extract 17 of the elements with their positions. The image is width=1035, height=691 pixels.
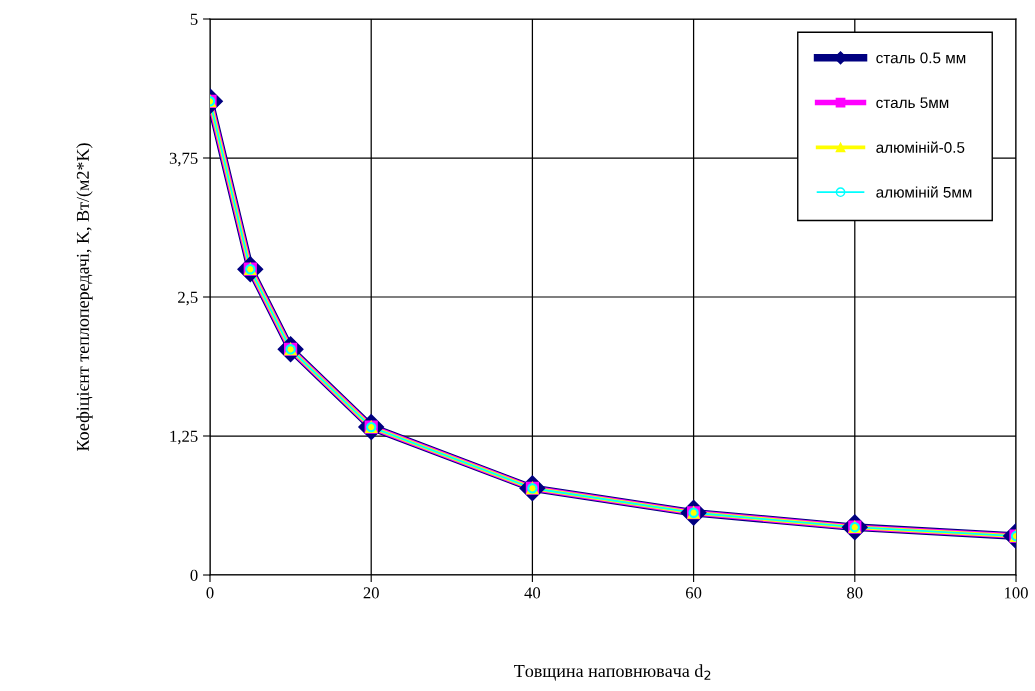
y-axis-title: Коефіцієнт теплопередачі, K, Вт/(м2*K) — [76, 143, 93, 452]
x-tick-label: 100 — [1004, 587, 1028, 599]
y-tick-label: 5 — [190, 13, 198, 25]
x-tick-label: 80 — [847, 587, 863, 599]
x-axis-title: Товщина наповнювача d$_{2}$ — [514, 664, 711, 681]
y-tick-label: 2,5 — [178, 291, 198, 306]
legend-label: сталь 0.5 мм — [876, 52, 966, 64]
x-tick-label: 40 — [524, 587, 541, 599]
legend-label: алюміній 5мм — [876, 186, 972, 198]
x-tick-label: 0 — [206, 587, 214, 599]
y-tick-label: 0 — [190, 569, 198, 581]
x-tick-label: 60 — [685, 587, 702, 599]
x-tick-label: 20 — [363, 587, 379, 599]
y-tick-label: 1,25 — [170, 430, 198, 445]
y-tick-label: 3,75 — [169, 152, 198, 167]
legend-label: сталь 5мм — [876, 97, 949, 109]
legend-label: алюміній-0.5 — [876, 141, 965, 153]
